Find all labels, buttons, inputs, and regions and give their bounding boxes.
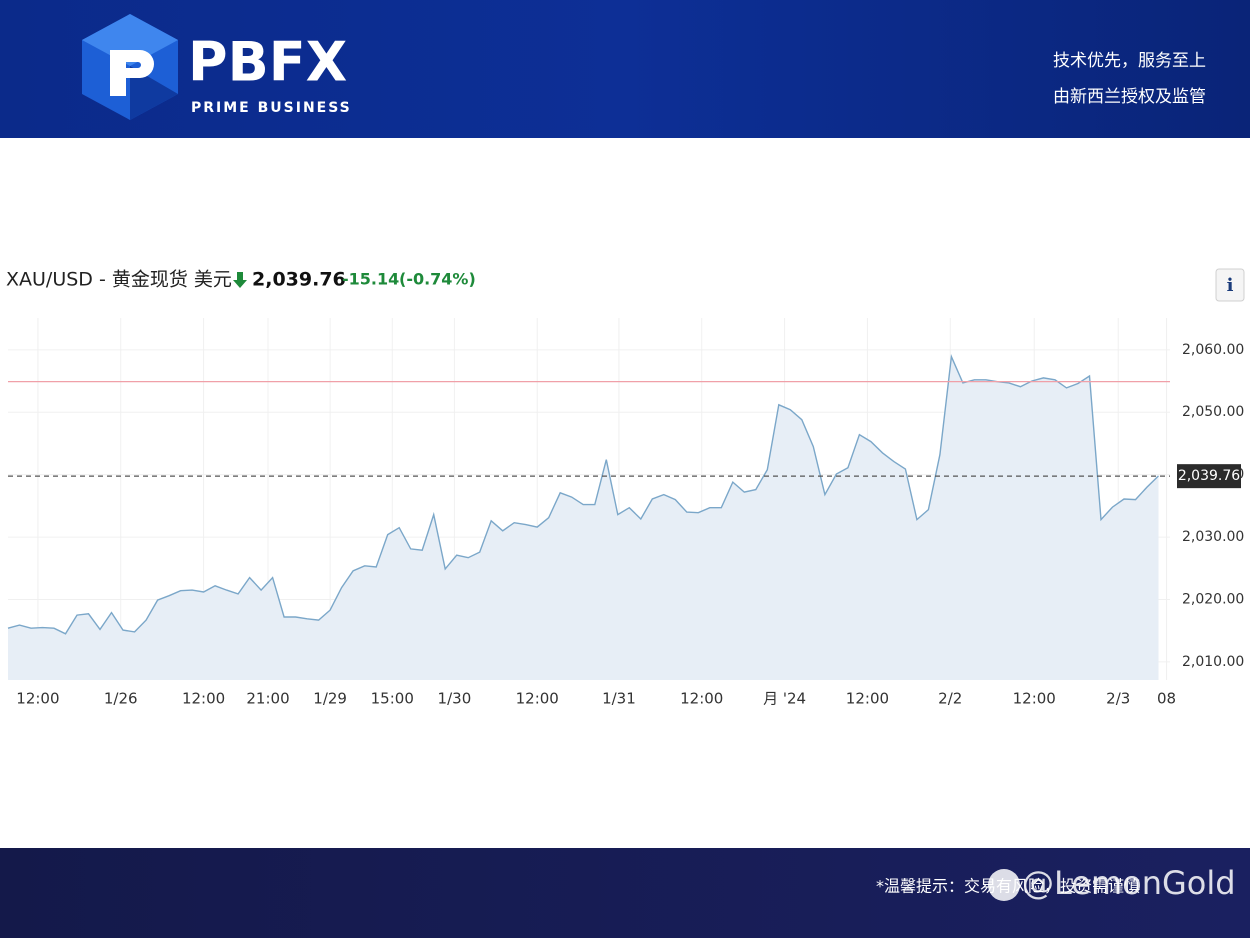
y-tick-label: 2,060.00 <box>1182 342 1244 358</box>
area <box>8 356 1159 680</box>
logo-p <box>110 50 154 96</box>
x-tick-label: 08 <box>1157 690 1176 708</box>
header-band <box>0 0 1250 138</box>
change: -15.14 <box>342 270 399 289</box>
x-tick-label: 15:00 <box>371 690 414 708</box>
x-tick-label: 1/30 <box>438 690 472 708</box>
y-tick-label: 2,020.00 <box>1182 591 1244 607</box>
info-icon[interactable]: i <box>1227 275 1234 296</box>
x-tick-label: 12:00 <box>846 690 889 708</box>
price-tag-label: 2,039.76 <box>1178 468 1240 484</box>
slogan: 由新西兰授权及监管 <box>1053 87 1206 107</box>
footer-band <box>0 848 1250 938</box>
x-tick-label: 月 '24 <box>763 690 806 708</box>
x-tick-label: 12:00 <box>1013 690 1056 708</box>
facebook-icon <box>988 869 1020 901</box>
x-tick-label: 1/31 <box>602 690 636 708</box>
watermark: @LemonGold <box>1022 864 1236 902</box>
logo <box>82 14 178 120</box>
brand: PBFX <box>188 31 347 94</box>
price: 2,039.76 <box>252 269 346 291</box>
down-arrow <box>233 272 247 288</box>
logo-facet <box>82 14 178 66</box>
logo-facet <box>130 66 178 120</box>
y-tick-label: 2,010.00 <box>1182 654 1244 670</box>
plot: 12:00 1/26 12:00 21:00 1/29 15:00 1/30 12:00 1/3… <box>7 318 1244 708</box>
slogan: 技术优先，服务至上 <box>1053 51 1206 71</box>
info-button[interactable] <box>1215 268 1245 302</box>
x-tick-label: 12:00 <box>680 690 723 708</box>
x-tick-label: 21:00 <box>246 690 289 708</box>
y-tick-label: 2,050.00 <box>1182 404 1244 420</box>
y-tick-label: 2,030.00 <box>1182 529 1244 545</box>
x-tick-label: 2/3 <box>1106 690 1130 708</box>
x-tick-label: 2/2 <box>938 690 962 708</box>
x-tick-label: 12:00 <box>182 690 225 708</box>
x-tick-label: 1/26 <box>104 690 138 708</box>
price-tag <box>1177 464 1241 489</box>
x-tick-label: 1/29 <box>313 690 347 708</box>
x-tick-label: 12:00 <box>16 690 59 708</box>
x-tick-label: 12:00 <box>516 690 559 708</box>
change-percent: (-0.74%) <box>399 270 476 289</box>
chart-title: XAU/USD - 黄金现货 美元 <box>6 269 232 291</box>
tagline: PRIME BUSINESS <box>191 100 352 116</box>
